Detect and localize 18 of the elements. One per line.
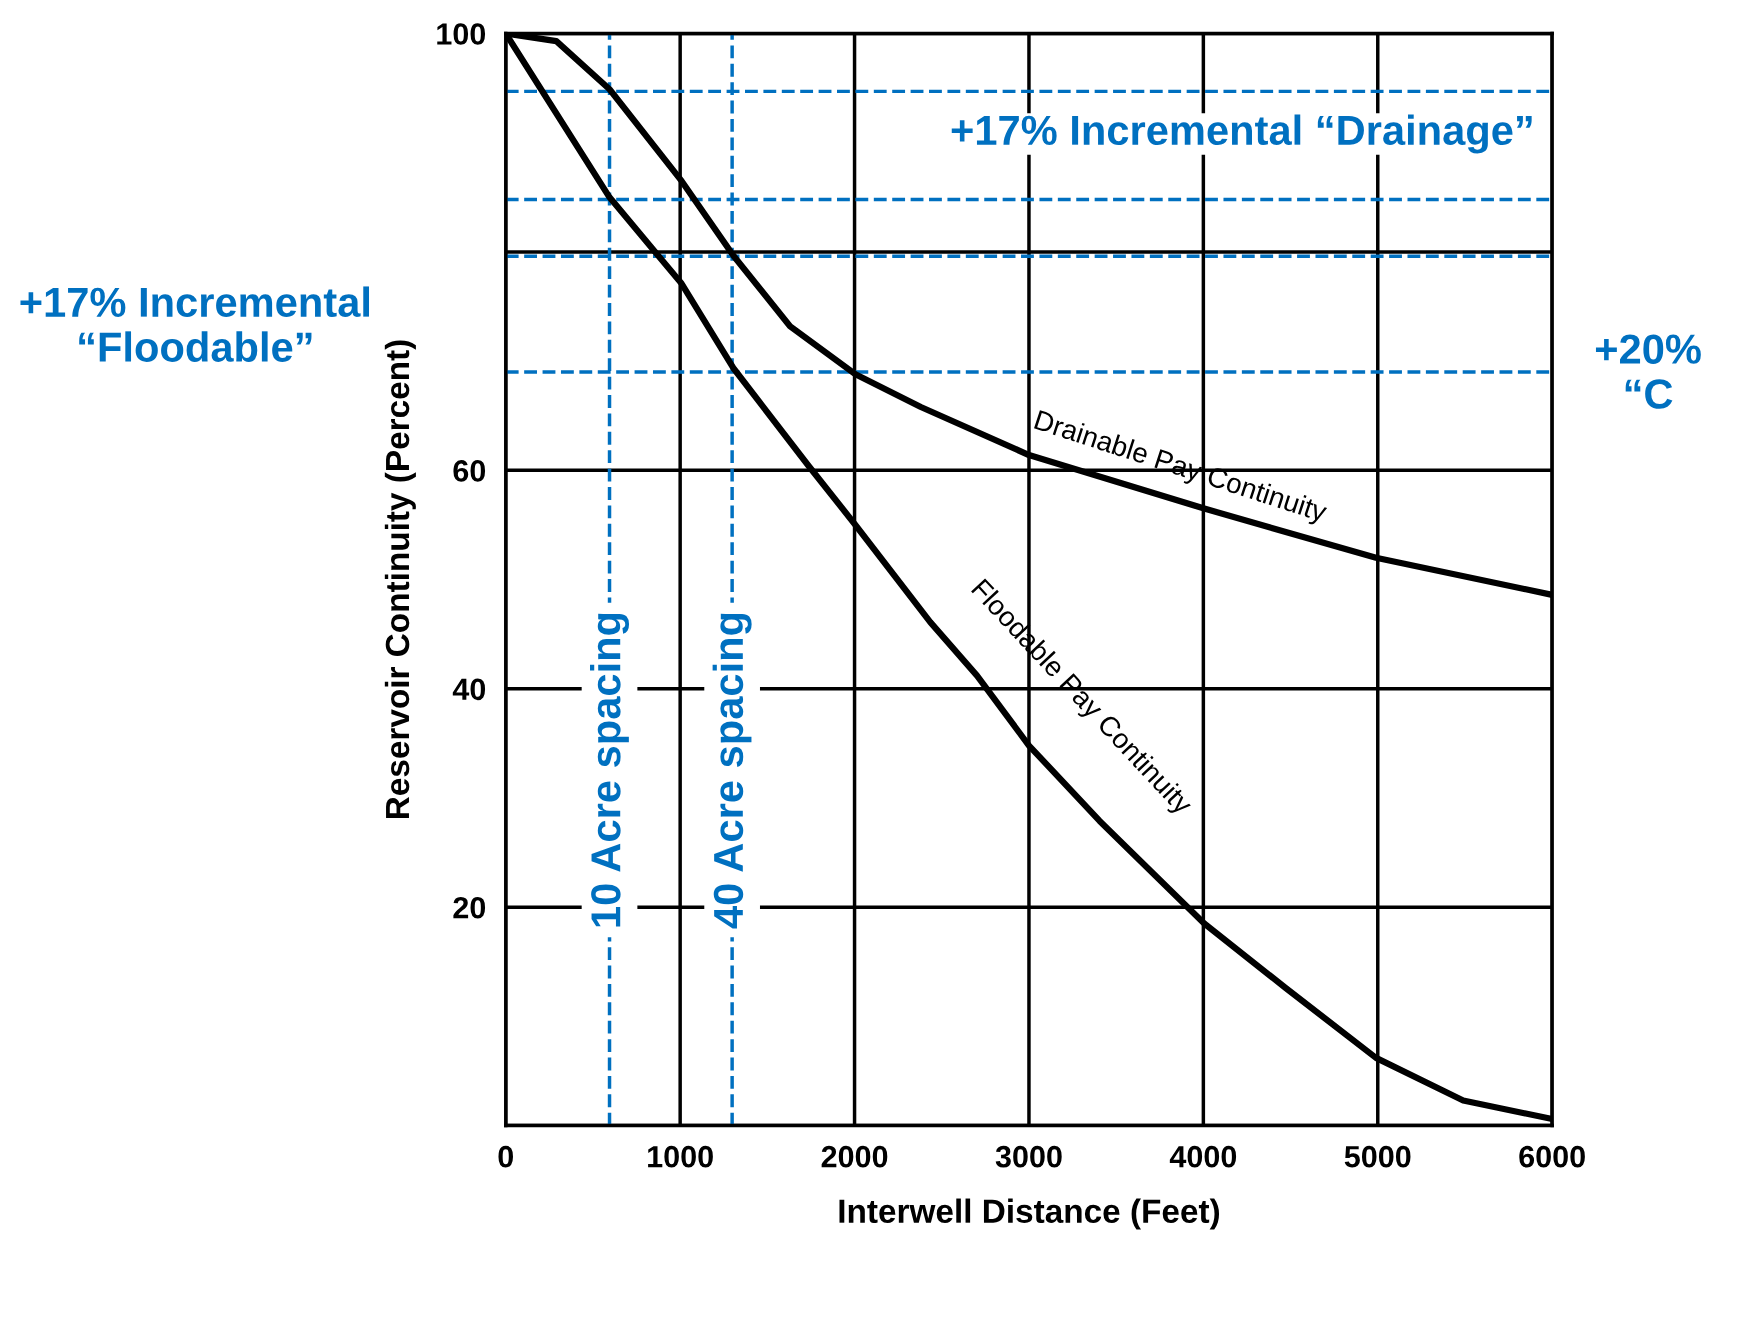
x-tick-label: 5000 xyxy=(1344,1145,1411,1168)
y-axis-title: Reservoir Continuity (Percent) xyxy=(384,340,416,819)
ref-line-label: 10 Acre spacing xyxy=(590,613,630,927)
y-tick-label: 100 xyxy=(437,23,486,45)
x-tick-label: 2000 xyxy=(821,1145,888,1168)
x-tick-label: 1000 xyxy=(648,1145,713,1168)
y-tick-label: 40 xyxy=(452,678,486,701)
ref-line-label: 40 Acre spacing xyxy=(712,613,752,929)
annotation: +17% Incremental “Drainage” xyxy=(951,114,1532,154)
x-tick-label: 4000 xyxy=(1169,1145,1237,1168)
x-tick-label: 3000 xyxy=(995,1145,1062,1168)
text: +20% “C xyxy=(1595,334,1701,409)
text: +17% Incremental “Floodable” xyxy=(20,286,369,362)
y-tick-label: 20 xyxy=(453,896,486,919)
x-axis-title: Interwell Distance (Feet) xyxy=(839,1198,1220,1230)
x-tick-label: 0 xyxy=(498,1145,514,1168)
y-tick-label: 60 xyxy=(453,460,486,482)
x-tick-label: 6000 xyxy=(1519,1145,1585,1168)
